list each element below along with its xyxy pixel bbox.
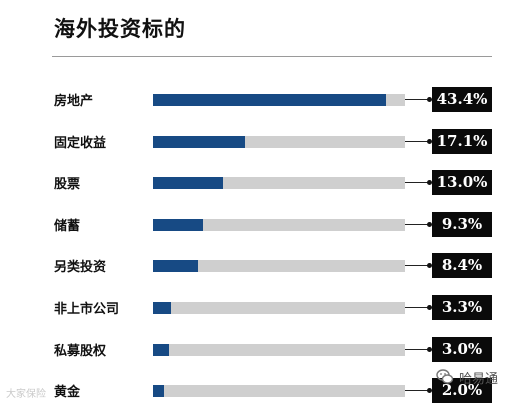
bar-fill: [153, 343, 169, 356]
leader-line: [405, 99, 430, 100]
watermark-left-text: 大家保险: [6, 389, 46, 400]
title-divider: [52, 56, 492, 57]
bar-track: [153, 302, 405, 314]
leader-line: [405, 307, 430, 308]
bar-row: 黄金 2.0%: [0, 376, 522, 406]
bar-row: 固定收益 17.1%: [0, 127, 522, 157]
leader-dot: [427, 388, 432, 394]
bar-track: [153, 260, 405, 273]
bar-fill: [153, 385, 164, 398]
bar-track: [153, 385, 405, 398]
leader-dot: [427, 97, 432, 102]
bar-row: 私募股权 3.0%: [0, 335, 522, 365]
value-label: 2.0%: [432, 378, 492, 404]
category-label: 黄金: [54, 385, 81, 401]
bar-row: 另类投资 8.4%: [0, 251, 522, 281]
leader-dot: [427, 138, 432, 144]
value-label: 3.3%: [432, 295, 492, 320]
bar-row: 房地产 43.4%: [0, 85, 522, 115]
watermark-right-text: 哈易通: [459, 371, 499, 387]
bar-row: 储蓄 9.3%: [0, 210, 522, 240]
leader-line: [405, 265, 430, 267]
value-label: 43.4%: [432, 87, 492, 112]
leader-line: [405, 390, 430, 392]
value-label: 3.0%: [432, 336, 492, 362]
leader-dot: [427, 346, 432, 352]
bar-track: [153, 94, 405, 106]
watermark-left: 大家保险: [6, 385, 46, 400]
value-label: 13.0%: [432, 170, 492, 196]
bar-fill: [153, 94, 386, 106]
bar-fill: [153, 177, 223, 190]
value-label: 9.3%: [432, 211, 492, 237]
category-label: 股票: [54, 177, 81, 193]
leader-dot: [427, 180, 432, 186]
category-label: 私募股权: [54, 343, 107, 359]
bar-row: 非上市公司 3.3%: [0, 293, 522, 323]
leader-dot: [427, 263, 432, 269]
leader-line: [405, 348, 430, 350]
category-label: 非上市公司: [54, 302, 120, 317]
leader-line: [405, 223, 430, 225]
bar-row: 股票 13.0%: [0, 168, 522, 198]
bar-fill: [153, 302, 171, 314]
wechat-icon: [436, 368, 454, 386]
leader-line: [405, 182, 430, 184]
category-label: 储蓄: [54, 218, 81, 234]
leader-dot: [427, 305, 432, 310]
bar-fill: [153, 135, 245, 148]
value-label: 8.4%: [432, 253, 492, 279]
value-label: 17.1%: [432, 128, 492, 154]
bar-fill: [153, 260, 198, 273]
category-label: 另类投资: [54, 260, 107, 276]
leader-dot: [427, 221, 432, 227]
category-label: 房地产: [54, 94, 94, 109]
watermark-right: 哈易通: [436, 366, 498, 388]
bar-track: [153, 343, 405, 356]
chart-title: 海外投资标的: [54, 17, 186, 41]
leader-line: [405, 140, 430, 142]
bar-track: [153, 135, 405, 148]
category-label: 固定收益: [54, 135, 107, 151]
bar-track: [153, 177, 405, 190]
bar-fill: [153, 218, 203, 231]
bar-track: [153, 218, 405, 231]
